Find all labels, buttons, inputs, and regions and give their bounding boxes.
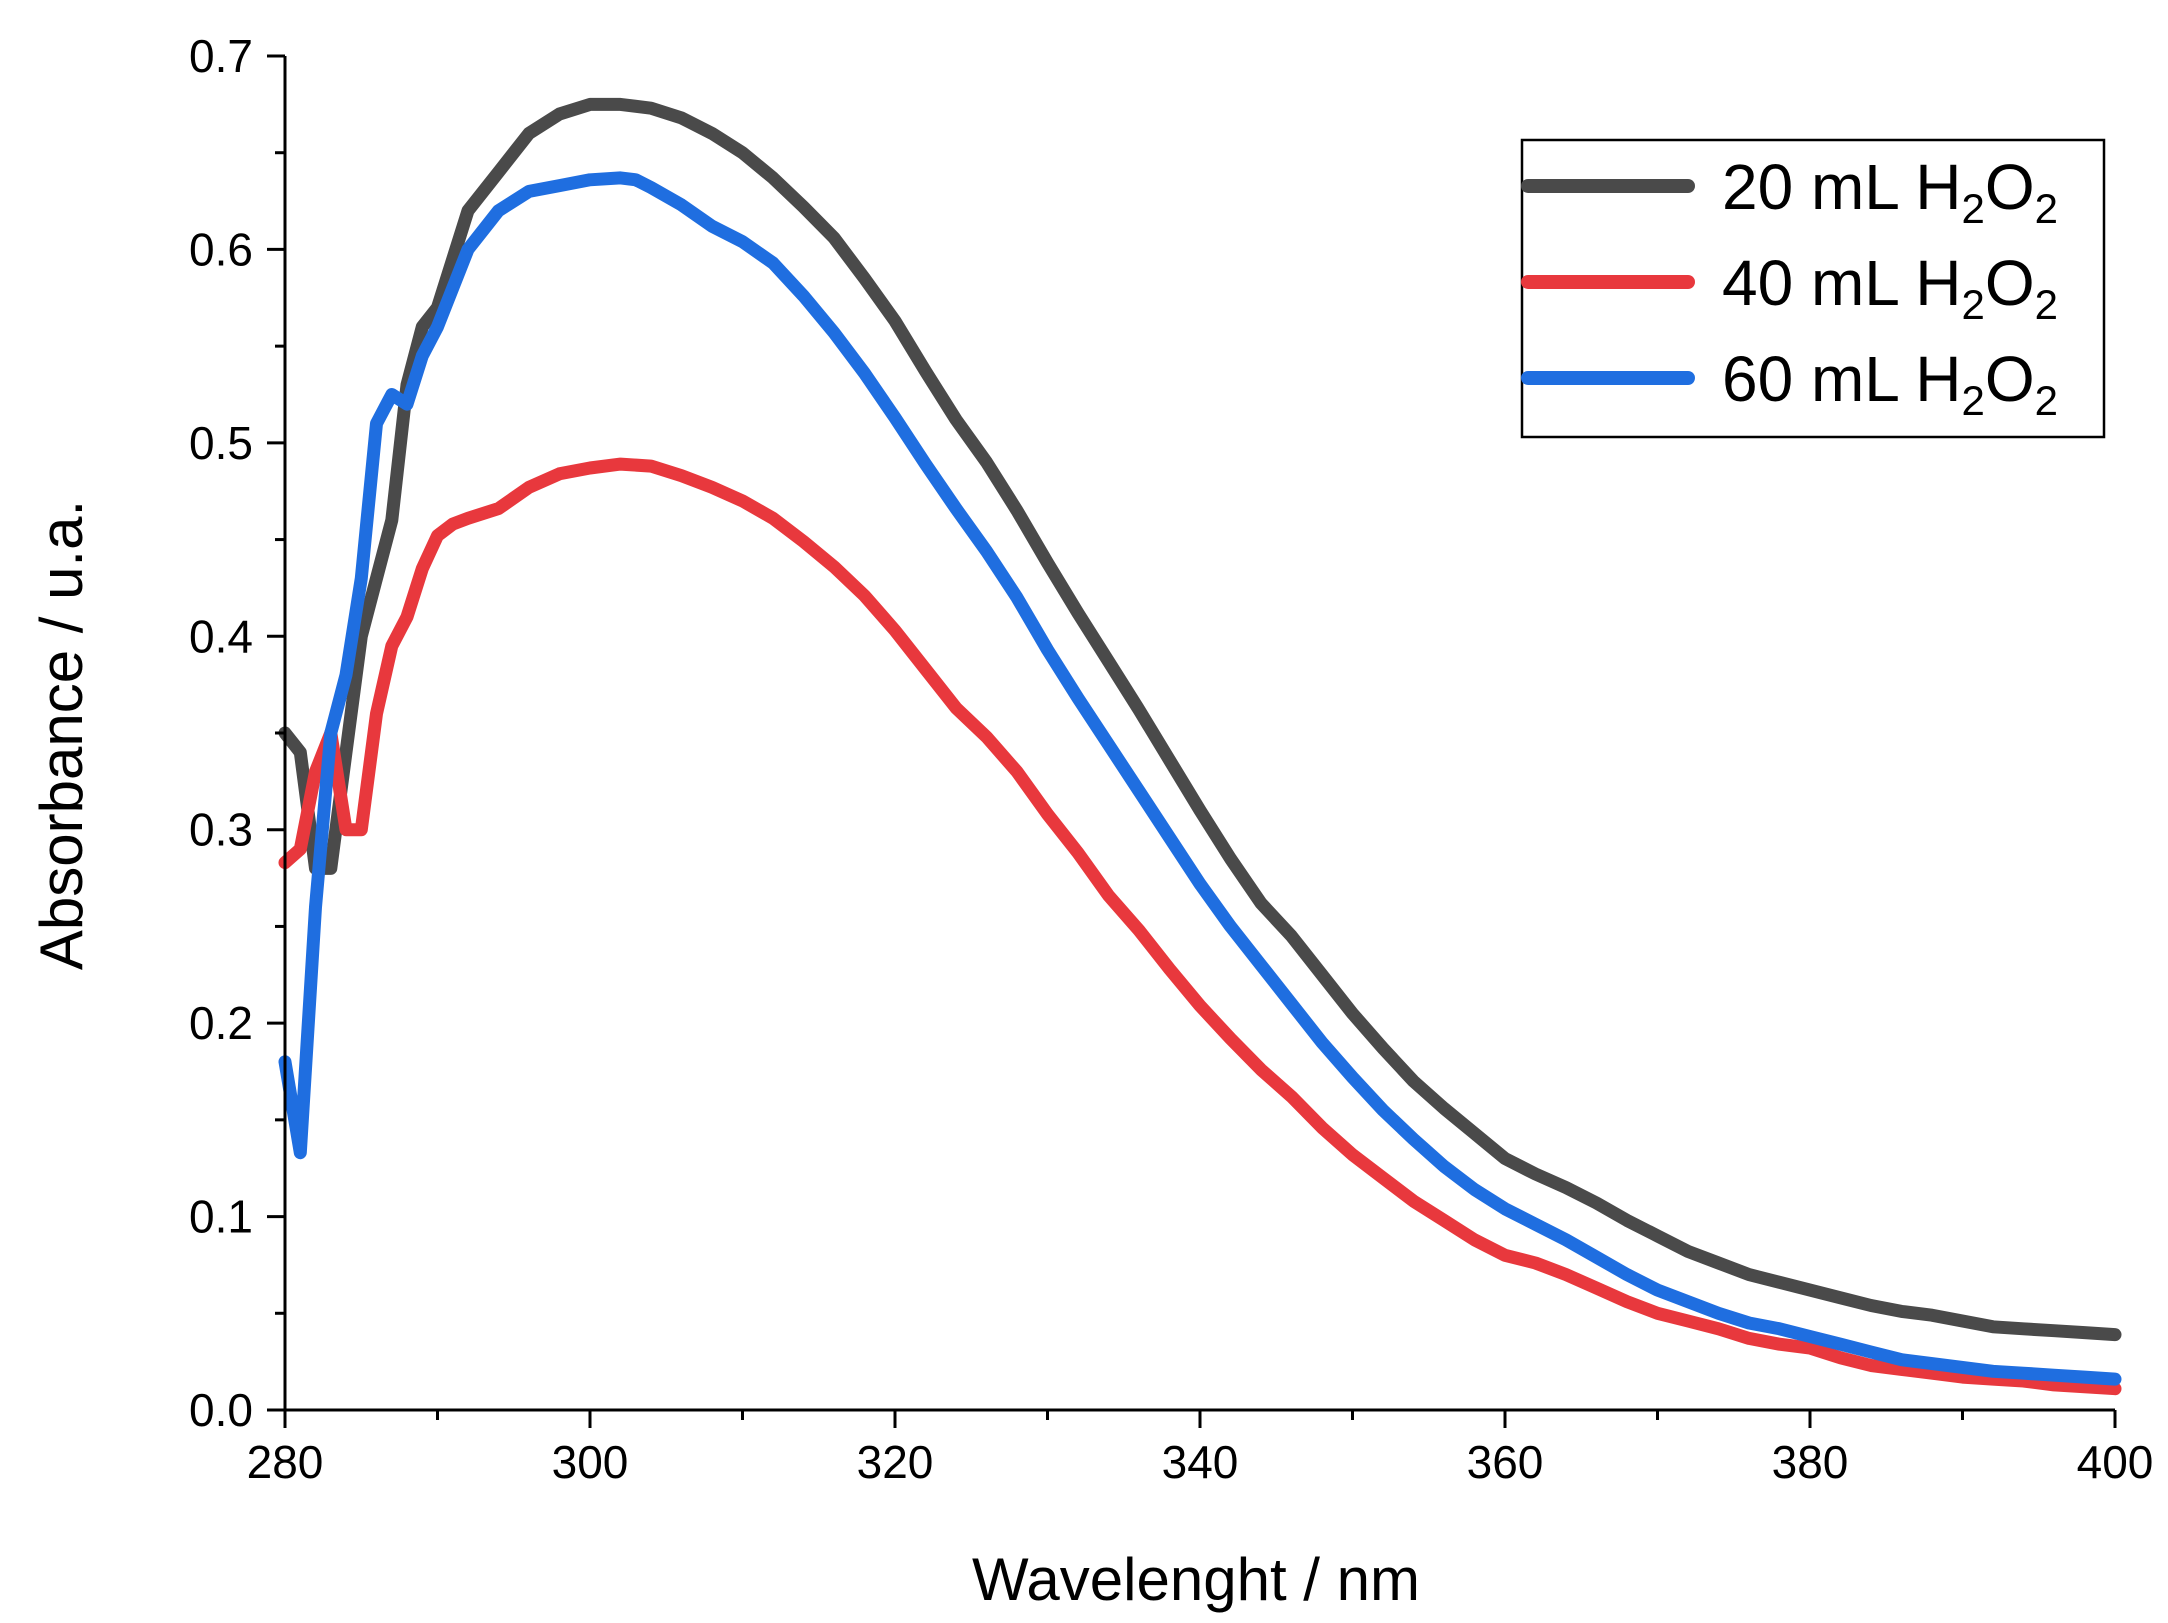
x-tick-label: 360 bbox=[1467, 1436, 1544, 1488]
x-tick-label: 380 bbox=[1772, 1436, 1849, 1488]
x-tick-label: 340 bbox=[1162, 1436, 1239, 1488]
y-tick-label: 0.6 bbox=[189, 223, 253, 275]
x-tick-label: 280 bbox=[247, 1436, 324, 1488]
legend-entry-40ml: 40 mL H2O2 bbox=[1521, 247, 2058, 328]
y-tick-label: 0.7 bbox=[189, 30, 253, 82]
x-axis-title: Wavelenght / nm bbox=[972, 1546, 1420, 1613]
y-tick-label: 0.2 bbox=[189, 997, 253, 1049]
x-tick-label: 300 bbox=[552, 1436, 629, 1488]
tick-labels: 280 300 320 340 360 380 400 0.0 0.1 0.2 0.3 0.4 0.5 0… bbox=[189, 30, 2153, 1488]
y-tick-label: 0.5 bbox=[189, 417, 253, 469]
y-tick-label: 0.1 bbox=[189, 1191, 253, 1243]
legend-entry-20ml: 20 mL H2O2 bbox=[1521, 151, 2058, 232]
plot-lines bbox=[278, 97, 2122, 1396]
x-tick-label: 320 bbox=[857, 1436, 934, 1488]
legend-label-40ml: 40 mL H2O2 bbox=[1722, 247, 2058, 328]
axes bbox=[267, 54, 2117, 1428]
legend: 20 mL H2O2 40 mL H2O2 60 mL H2O2 bbox=[1520, 138, 2106, 439]
series-line-2 bbox=[278, 457, 2122, 1396]
y-tick-label: 0.3 bbox=[189, 804, 253, 856]
y-axis-title: Absorbance / u.a. bbox=[28, 500, 95, 970]
series-line-1 bbox=[278, 97, 2122, 1342]
legend-entry-60ml: 60 mL H2O2 bbox=[1521, 343, 2058, 424]
y-tick-label: 0.4 bbox=[189, 610, 253, 662]
series-line-3 bbox=[278, 171, 2122, 1386]
y-tick-label: 0.0 bbox=[189, 1384, 253, 1436]
legend-label-60ml: 60 mL H2O2 bbox=[1722, 343, 2058, 424]
x-tick-label: 400 bbox=[2077, 1436, 2154, 1488]
legend-label-20ml: 20 mL H2O2 bbox=[1722, 151, 2058, 232]
